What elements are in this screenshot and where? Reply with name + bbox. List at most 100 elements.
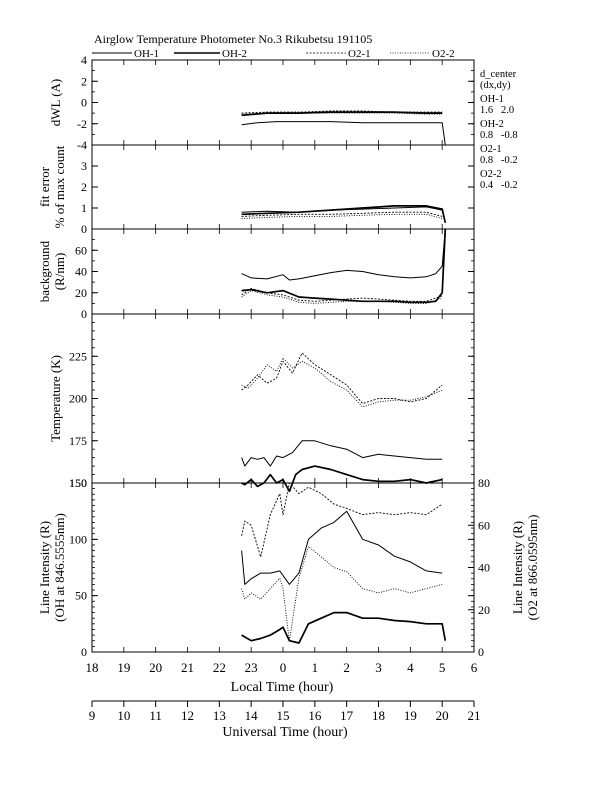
y2-axis-label: Line Intensity (R) (510, 521, 525, 614)
y-tick-label: 150 (69, 476, 87, 490)
y-tick-label: 225 (69, 349, 87, 363)
panel-temperature: 225 200 175 150 Temperature (K) (48, 313, 475, 493)
panel-fit_error: 3 2 1 0 fit error% of max count (37, 144, 475, 236)
universal-time-label: Universal Time (hour) (222, 725, 348, 740)
y-axis-label-2: (OH at 846.5555nm) (52, 513, 67, 622)
ut-tick-label: 14 (245, 708, 259, 723)
y-axis-label-2: (R/nm) (52, 253, 67, 291)
panel-frame (91, 59, 475, 146)
y-axis-label: Temperature (K) (48, 355, 63, 442)
y-tick-label: -2 (77, 117, 87, 131)
y2-tick-label: 80 (478, 476, 490, 490)
y-tick-label: 200 (69, 392, 87, 406)
side-note-o22-value: 0.4 -0.2 (480, 180, 518, 191)
local-time-tick-label: 3 (375, 660, 382, 675)
y-axis-label-2: % of max count (52, 145, 67, 228)
chart-title: Airglow Temperature Photometer No.3 Riku… (94, 32, 372, 46)
side-notes-header: d_center (480, 69, 517, 80)
local-time-label: Local Time (hour) (231, 680, 334, 695)
series-oh1-line (241, 510, 443, 585)
side-note-oh2-name: OH-2 (480, 119, 504, 130)
ut-tick-label: 12 (181, 708, 194, 723)
y2-axis-label-2: (O2 at 866.0595nm) (525, 515, 540, 621)
series-oh2-line (241, 465, 443, 493)
local-time-tick-label: 22 (213, 660, 226, 675)
series-oh1-line (241, 206, 446, 223)
local-time-tick-label: 4 (407, 660, 414, 675)
y2-tick-label: 40 (478, 561, 490, 575)
y-tick-label: 3 (81, 159, 87, 173)
series-oh2-line (241, 611, 447, 644)
local-time-tick-label: 20 (149, 660, 162, 675)
y2-tick-label: 60 (478, 518, 490, 532)
series-o21-line (241, 482, 443, 558)
legend-label-o21: O2-1 (348, 48, 371, 60)
series-o21-line (241, 352, 443, 405)
y-tick-label: 100 (69, 532, 87, 546)
series-o21-line (241, 211, 443, 217)
y-tick-label: 4 (81, 53, 87, 67)
ut-tick-label: 10 (117, 708, 130, 723)
local-time-tick-label: 1 (312, 660, 319, 675)
ut-tick-label: 11 (149, 708, 162, 723)
y-axis-label: Line Intensity (R) (37, 521, 52, 614)
side-note-o21-value: 0.8 -0.2 (480, 155, 518, 166)
series-o22-line (241, 290, 443, 304)
y2-tick-label: 20 (478, 603, 490, 617)
y-tick-label: 0 (81, 222, 87, 236)
y-axis-label: background (37, 240, 52, 302)
side-notes-subheader: (dx,dy) (480, 80, 511, 91)
local-time-tick-label: 23 (245, 660, 258, 675)
ut-tick-label: 18 (372, 708, 385, 723)
y-axis-label: fit error (37, 166, 52, 207)
legend-label-oh2: OH-2 (222, 48, 247, 60)
y-tick-label: 0 (81, 307, 87, 321)
ut-tick-label: 9 (89, 708, 96, 723)
local-time-tick-label: 19 (117, 660, 130, 675)
ut-tick-label: 21 (468, 708, 481, 723)
ut-tick-label: 17 (340, 708, 354, 723)
y-tick-label: 40 (75, 265, 87, 279)
local-time-axis: 18 19 20 21 22 23 0 1 2 3 4 5 6 (86, 660, 478, 675)
panel-dwl: 4 2 0 -2 -4 dWL (A) (48, 53, 475, 152)
y-tick-label: 2 (81, 180, 87, 194)
series-oh1-line (241, 228, 446, 281)
legend-label-o22: O2-2 (432, 48, 455, 60)
local-time-tick-label: 0 (280, 660, 287, 675)
y2-tick-label: 0 (478, 645, 484, 659)
series-o21-line (241, 110, 443, 114)
y-tick-label: 0 (81, 645, 87, 659)
series-o22-line (241, 545, 443, 642)
y-tick-label: 1 (81, 201, 87, 215)
series-oh2-line (241, 228, 447, 304)
y-tick-label: 175 (69, 434, 87, 448)
side-note-oh1-value: 1.6 2.0 (480, 105, 514, 116)
y-tick-label: 0 (81, 96, 87, 110)
series-oh1-line (241, 440, 443, 467)
y-tick-label: 50 (75, 589, 87, 603)
series-oh1-line (241, 121, 446, 146)
side-notes: d_center (dx,dy) OH-1 1.6 2.0 OH-2 0.8 -… (480, 69, 518, 191)
local-time-tick-label: 18 (86, 660, 99, 675)
y-tick-label: 2 (81, 74, 87, 88)
side-note-o21-name: O2-1 (480, 144, 502, 155)
panel-frame (91, 144, 475, 230)
y-tick-label: 150 (69, 476, 87, 490)
local-time-tick-label: 5 (439, 660, 446, 675)
legend: OH-1 OH-2 O2-1 O2-2 (92, 48, 455, 60)
y-axis-label: dWL (A) (48, 79, 63, 127)
series-o22-line (241, 112, 443, 115)
y-tick-label: 20 (75, 286, 87, 300)
side-note-oh1-name: OH-1 (480, 94, 504, 105)
ut-tick-label: 13 (213, 708, 226, 723)
y-tick-label: -4 (77, 138, 87, 152)
series-o21-line (241, 288, 443, 302)
series-oh2-line (241, 205, 447, 223)
ut-tick-label: 16 (308, 708, 322, 723)
side-note-oh2-value: 0.8 -0.8 (480, 130, 518, 141)
series-o22-line (241, 213, 443, 219)
universal-time-axis: 9 10 11 12 13 14 15 16 17 18 19 20 21 (89, 700, 481, 723)
